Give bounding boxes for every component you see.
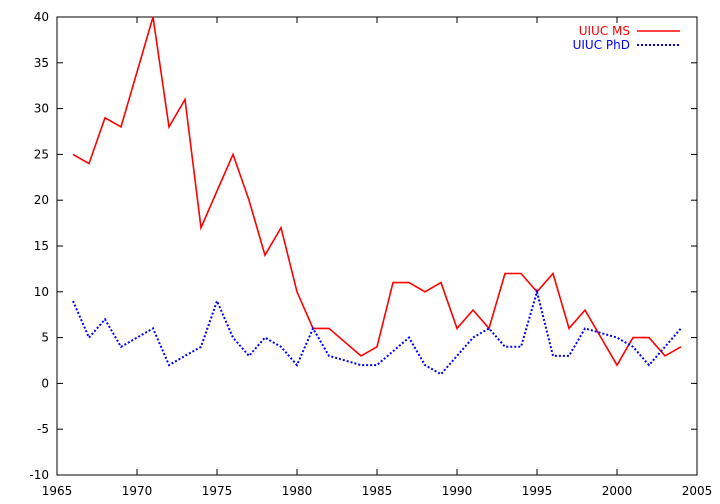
series-line-1: [72, 16, 682, 367]
x-tick-label: 1980: [282, 484, 313, 498]
series-line-2: [72, 287, 682, 376]
y-tick-label: 40: [34, 10, 49, 24]
y-tick-label: 0: [41, 376, 49, 390]
y-tick-label: 25: [34, 147, 49, 161]
plot-frame: [56, 16, 698, 476]
x-tick-label: 2005: [682, 484, 713, 498]
legend-label-2: UIUC PhD: [573, 38, 630, 52]
x-tick-label: 1995: [522, 484, 553, 498]
axis-ticks: [56, 16, 698, 476]
y-tick-label: 20: [34, 193, 49, 207]
x-tick-label: 1975: [202, 484, 233, 498]
x-tick-label: 1970: [122, 484, 153, 498]
axis-tick-labels: -10 -5 0 5 10 15 20 25 30 35 40 1965 1970 1975 1980 198…: [29, 10, 712, 498]
y-tick-label: -5: [37, 422, 49, 436]
y-tick-label: 15: [34, 239, 49, 253]
x-tick-label: 1985: [362, 484, 393, 498]
x-tick-label: 1990: [442, 484, 473, 498]
y-tick-label: 30: [34, 102, 49, 116]
legend-label-1: UIUC MS: [579, 24, 630, 38]
y-tick-label: 10: [34, 285, 49, 299]
series-lines: [72, 16, 682, 376]
x-tick-label: 1965: [42, 484, 73, 498]
y-tick-label: 35: [34, 56, 49, 70]
y-tick-label: 5: [41, 331, 49, 345]
y-tick-label: -10: [29, 468, 49, 482]
x-tick-label: 2000: [602, 484, 633, 498]
